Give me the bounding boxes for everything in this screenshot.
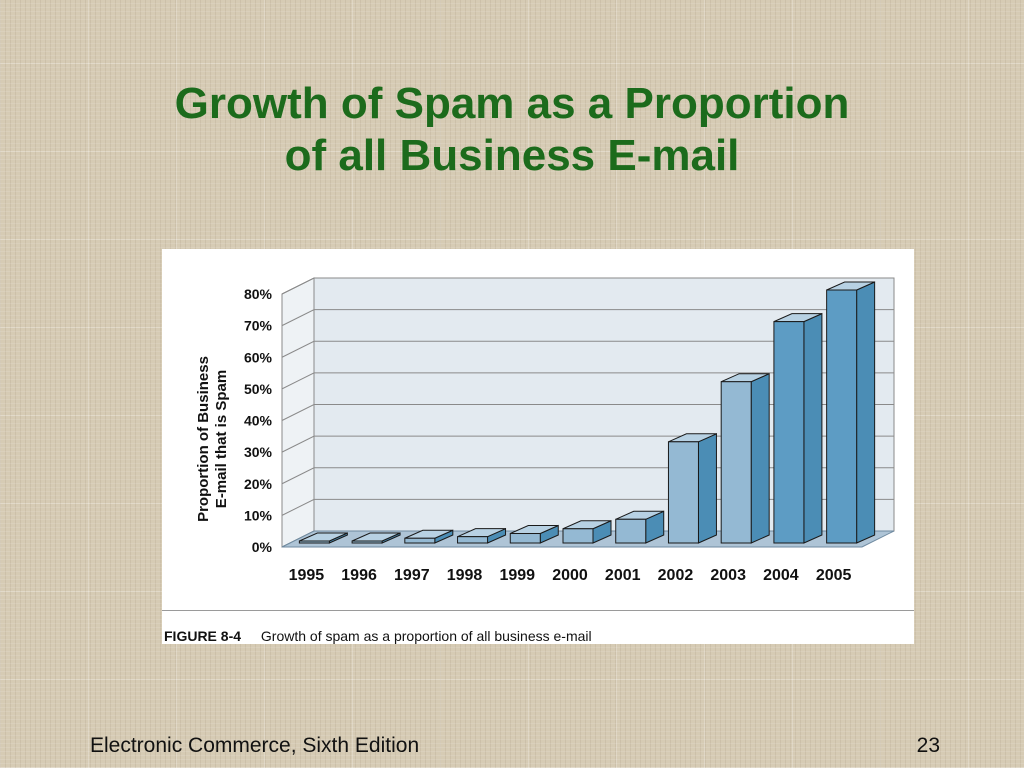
x-tick-label: 1995	[289, 567, 325, 584]
bar-side	[697, 433, 717, 544]
y-axis-label-line1: Proportion of Business	[195, 356, 212, 522]
y-tick-label: 0%	[252, 539, 273, 555]
x-tick-label: 1997	[394, 567, 430, 584]
bar-front	[562, 528, 594, 544]
x-tick-label: 2004	[763, 567, 799, 584]
bar-side	[750, 372, 770, 544]
spam-bar-chart: 0% 10% 20% 30% 40% 50% 60% 70% 80% 1995 1996 1997 19…	[195, 277, 895, 584]
slide-title: Growth of Spam as a Proportion of all Bu…	[0, 78, 1024, 182]
figure-number: FIGURE 8-4	[164, 628, 242, 644]
y-axis-label-line2: E-mail that is Spam	[213, 370, 230, 508]
bar-front	[615, 518, 647, 544]
figure-caption: FIGURE 8-4 Growth of spam as a proportio…	[164, 628, 592, 644]
bar-2005	[826, 281, 876, 544]
x-tick-label: 1998	[447, 567, 483, 584]
bar-front	[509, 533, 541, 544]
y-tick-label: 60%	[244, 349, 273, 365]
bar-front	[667, 441, 699, 544]
y-tick-label: 70%	[244, 318, 273, 334]
x-tick-label: 2001	[605, 567, 641, 584]
slide-title-line1: Growth of Spam as a Proportion	[174, 79, 850, 128]
x-tick-label: 2005	[816, 567, 852, 584]
x-tick-label: 1996	[341, 567, 377, 584]
page-number: 23	[916, 734, 940, 757]
bar-front	[298, 540, 330, 544]
bar-2004	[773, 312, 823, 544]
x-tick-label: 2003	[710, 567, 746, 584]
bar-front	[720, 381, 752, 544]
gridline	[281, 309, 894, 327]
x-tick-label: 2002	[658, 567, 694, 584]
bar-front	[457, 536, 489, 544]
bar-front	[773, 321, 805, 544]
y-tick-label: 30%	[244, 444, 273, 460]
bar-2000	[562, 519, 612, 544]
y-tick-label: 10%	[244, 507, 273, 523]
y-tick-label: 50%	[244, 381, 273, 397]
slide-title-line2: of all Business E-mail	[284, 131, 740, 180]
bar-1999	[509, 524, 559, 544]
bar-1995	[298, 532, 348, 544]
figure-caption-text: Growth of spam as a proportion of all bu…	[260, 628, 592, 644]
bar-1997	[404, 529, 454, 544]
footer-book-title: Electronic Commerce, Sixth Edition	[90, 734, 420, 757]
bar-2003	[720, 372, 770, 544]
caption-divider	[162, 610, 914, 611]
chart-labels: 0% 10% 20% 30% 40% 50% 60% 70% 80% 1995 1996 1997 19…	[244, 286, 852, 584]
figure-panel: 0% 10% 20% 30% 40% 50% 60% 70% 80% 1995 1996 1997 19…	[162, 249, 914, 644]
chart-bars	[298, 281, 876, 544]
y-tick-label: 20%	[244, 476, 273, 492]
y-tick-label: 80%	[244, 286, 273, 302]
gridline	[281, 340, 894, 358]
bar-1998	[457, 527, 507, 544]
bar-front	[404, 537, 436, 544]
gridline	[281, 372, 894, 390]
x-tick-label: 2000	[552, 567, 588, 584]
bar-side	[803, 312, 823, 544]
bar-1996	[351, 532, 401, 544]
bar-2001	[615, 510, 665, 544]
gridline	[281, 404, 894, 421]
x-tick-label: 1999	[499, 567, 535, 584]
bar-side	[856, 281, 876, 544]
bar-2002	[667, 433, 717, 544]
y-tick-label: 40%	[244, 413, 273, 429]
bar-front	[826, 289, 858, 544]
gridline	[281, 277, 894, 295]
bar-front	[351, 540, 383, 544]
